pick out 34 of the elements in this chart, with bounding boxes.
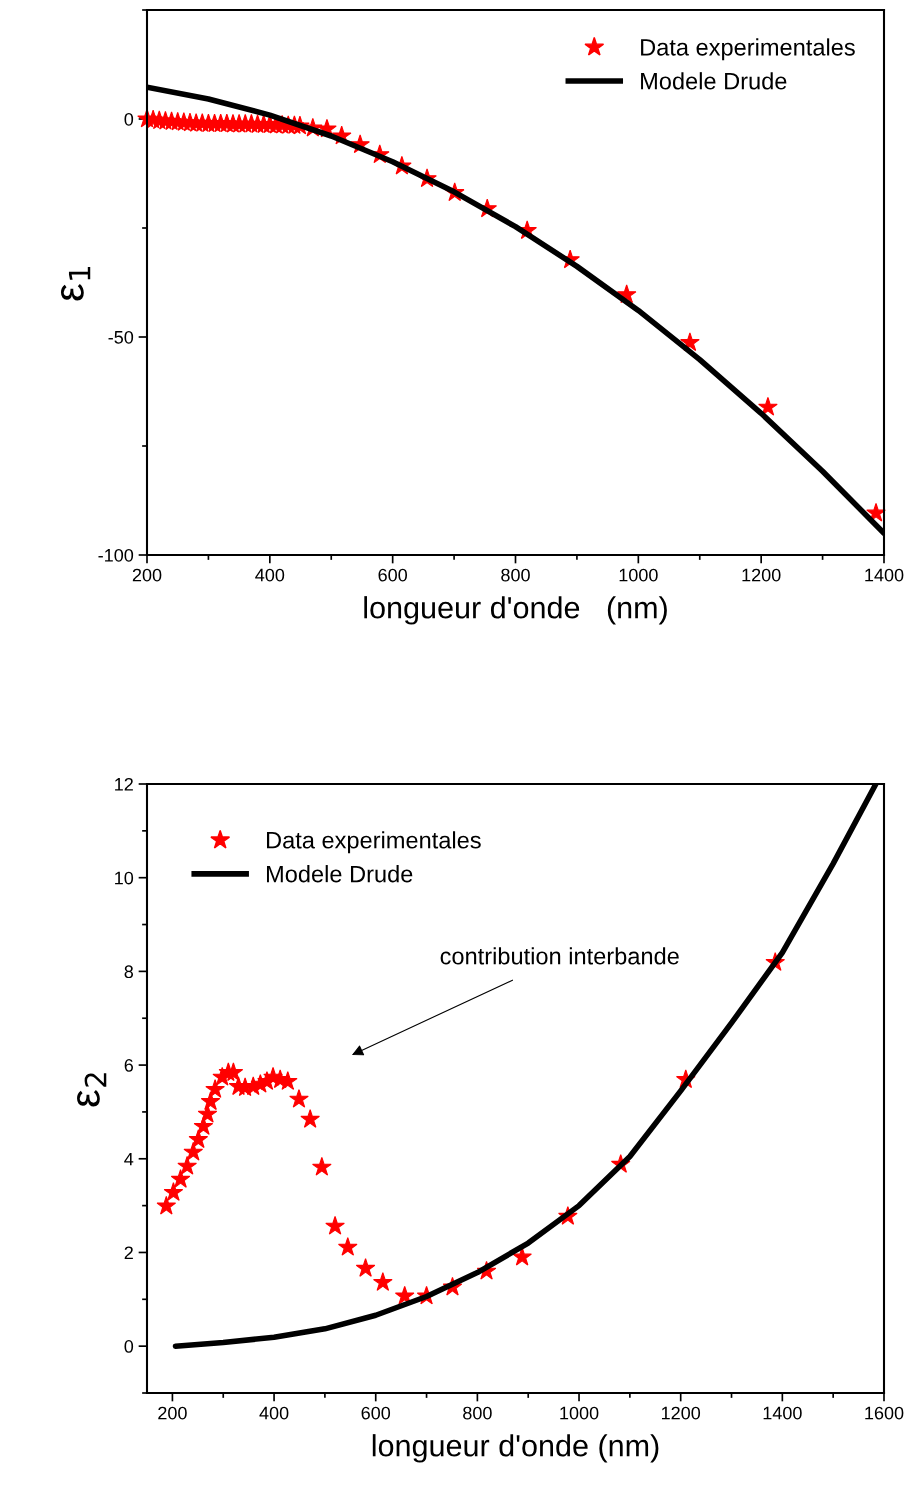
legend-label: Data experimentales	[266, 831, 481, 854]
legend-label: Modele Drude	[641, 72, 787, 90]
x-tick-label: 800	[501, 568, 530, 582]
x-tick-label: 1400	[763, 1406, 802, 1420]
x-axis-title: longueur d'onde (nm)	[372, 1434, 659, 1463]
x-tick-label: 1200	[661, 1406, 701, 1420]
y-axis-title: ε$_{2}$	[77, 1073, 107, 1107]
y-tick-label: 12	[115, 777, 133, 791]
x-tick-label: 400	[259, 1406, 289, 1420]
x-tick-label: 600	[361, 1406, 391, 1420]
y-tick-label: 8	[124, 965, 134, 979]
x-axis-title: longueur d'onde (nm)	[364, 596, 667, 625]
x-tick-label: 1000	[560, 1406, 599, 1420]
x-tick-label: 1000	[619, 568, 658, 582]
y-tick-label: -100	[98, 548, 134, 562]
x-tick-label: 600	[378, 568, 408, 582]
y-tick-label: 2	[124, 1246, 133, 1259]
legend-label: Data experimentales	[641, 38, 855, 61]
y-tick-label: 0	[124, 1340, 134, 1353]
y-tick-label: 0	[124, 112, 134, 126]
y-tick-label: 10	[115, 871, 134, 885]
x-tick-label: 200	[158, 1406, 187, 1420]
x-tick-label: 1400	[865, 568, 904, 582]
y-axis-title: ε$_{1}$	[60, 267, 91, 301]
x-tick-label: 1600	[865, 1406, 904, 1420]
legend-label: Modele Drude	[266, 865, 413, 883]
x-tick-label: 1200	[742, 568, 781, 582]
y-tick-label: 4	[124, 1152, 134, 1166]
y-tick-label: 6	[124, 1059, 134, 1072]
x-tick-label: 400	[255, 568, 285, 582]
x-tick-label: 200	[132, 568, 162, 582]
x-tick-label: 800	[463, 1406, 492, 1420]
annotation: contribution interbande	[440, 947, 679, 965]
y-tick-label: -50	[108, 330, 134, 344]
